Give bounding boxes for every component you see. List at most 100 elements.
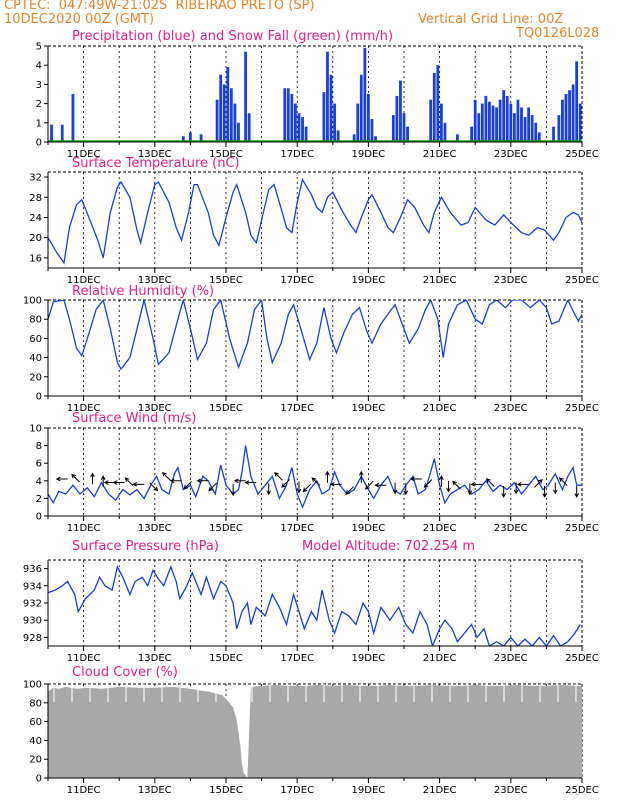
x-tick-label: 13DEC bbox=[138, 403, 172, 414]
precip-bar bbox=[571, 84, 575, 142]
y-tick-label: 930 bbox=[23, 616, 42, 627]
precip-bar bbox=[370, 118, 374, 142]
precip-bar bbox=[290, 94, 294, 142]
x-tick-label: 13DEC bbox=[138, 275, 172, 286]
cloud-area bbox=[48, 684, 582, 778]
precip-bar bbox=[575, 61, 579, 142]
precip-bar bbox=[527, 107, 530, 142]
y-tick-label: 0 bbox=[36, 774, 42, 785]
wind-arrow bbox=[274, 472, 283, 481]
wind-arrow bbox=[452, 480, 461, 490]
precip-bar bbox=[367, 94, 370, 142]
x-tick-label: 23DEC bbox=[494, 149, 528, 160]
wind-arrow bbox=[423, 479, 433, 488]
series-line bbox=[48, 445, 582, 509]
wind-arrow bbox=[439, 475, 444, 487]
header-grid-note: Vertical Grid Line: 00Z bbox=[418, 12, 564, 27]
y-tick-label: 16 bbox=[29, 253, 42, 264]
wind-arrow bbox=[516, 481, 529, 487]
precip-bar bbox=[50, 124, 53, 142]
y-tick-label: 32 bbox=[29, 173, 42, 184]
y-tick-label: 6 bbox=[36, 459, 42, 470]
y-tick-label: 1 bbox=[36, 118, 42, 129]
precip-bar bbox=[286, 88, 290, 142]
x-tick-label: 17DEC bbox=[280, 403, 314, 414]
y-tick-label: 934 bbox=[23, 581, 42, 592]
y-tick-label: 100 bbox=[23, 296, 42, 307]
precip-bar bbox=[60, 124, 64, 142]
wind-arrow bbox=[124, 477, 134, 486]
y-tick-label: 80 bbox=[29, 315, 42, 326]
x-tick-label: 23DEC bbox=[494, 653, 528, 664]
wind-arrow bbox=[230, 484, 236, 497]
y-tick-label: 100 bbox=[23, 680, 42, 691]
precip-bar bbox=[199, 134, 203, 142]
precip-bar bbox=[505, 95, 509, 142]
x-tick-label: 15DEC bbox=[209, 653, 243, 664]
y-tick-label: 20 bbox=[29, 755, 42, 766]
wind-arrow bbox=[112, 480, 125, 485]
panel-title: Surface Temperature (nC) bbox=[72, 156, 240, 171]
x-tick-label: 15DEC bbox=[209, 523, 243, 534]
x-tick-label: 11DEC bbox=[67, 275, 101, 286]
wind-arrow bbox=[345, 486, 354, 495]
precip-bar bbox=[395, 95, 399, 142]
x-tick-label: 25DEC bbox=[565, 653, 599, 664]
wind-arrow bbox=[392, 482, 398, 495]
precip-bar bbox=[181, 136, 185, 142]
precip-bar bbox=[557, 115, 561, 142]
y-tick-label: 4 bbox=[36, 476, 42, 487]
precip-bar bbox=[491, 105, 495, 142]
wind-arrow bbox=[513, 482, 519, 495]
x-tick-label: 15DEC bbox=[209, 785, 243, 796]
precip-bar bbox=[578, 103, 582, 142]
precip-bar bbox=[470, 126, 474, 142]
plot-area bbox=[48, 445, 582, 509]
x-tick-label: 21DEC bbox=[423, 403, 457, 414]
y-tick-label: 20 bbox=[29, 372, 42, 383]
precip-bar bbox=[534, 122, 538, 142]
wind-arrow bbox=[169, 478, 182, 484]
panel-title: Cloud Cover (%) bbox=[72, 665, 178, 680]
y-tick-label: 20 bbox=[29, 233, 42, 244]
precip-bar bbox=[552, 126, 555, 142]
y-tick-label: 0 bbox=[36, 392, 42, 403]
wind-arrow bbox=[329, 481, 342, 487]
wind-arrow bbox=[574, 486, 580, 498]
precip-bar bbox=[488, 101, 491, 142]
wind-arrow bbox=[374, 482, 387, 488]
y-tick-label: 2 bbox=[36, 99, 42, 110]
precip-bar bbox=[363, 47, 367, 142]
precip-bar bbox=[498, 99, 502, 142]
wind-arrow bbox=[244, 480, 257, 485]
x-tick-label: 17DEC bbox=[280, 149, 314, 160]
x-tick-label: 15DEC bbox=[209, 275, 243, 286]
precip-bar bbox=[374, 136, 377, 142]
precip-bar bbox=[530, 115, 534, 142]
y-tick-label: 60 bbox=[29, 334, 42, 345]
precip-bar bbox=[432, 72, 436, 142]
y-tick-label: 28 bbox=[29, 193, 42, 204]
panel-title: Surface Wind (m/s) bbox=[72, 411, 196, 426]
wind-arrow bbox=[132, 481, 145, 487]
wind-arrow bbox=[358, 470, 364, 483]
panel-title: Precipitation (blue) and Snow Fall (gree… bbox=[72, 29, 393, 44]
x-tick-label: 23DEC bbox=[494, 403, 528, 414]
x-tick-label: 17DEC bbox=[280, 785, 314, 796]
panel-temp: Surface Temperature (nC) 16 20 24 28 32 11DEC 1… bbox=[29, 156, 599, 286]
precip-bar bbox=[219, 74, 223, 142]
wind-arrow bbox=[501, 486, 507, 498]
precip-bar bbox=[247, 113, 251, 142]
x-tick-label: 11DEC bbox=[67, 653, 101, 664]
y-tick-label: 0 bbox=[36, 138, 42, 149]
x-tick-label: 25DEC bbox=[565, 403, 599, 414]
wind-arrow bbox=[409, 476, 422, 482]
precip-bar bbox=[495, 107, 498, 142]
series-line bbox=[48, 565, 581, 646]
precip-bar bbox=[71, 94, 75, 142]
x-tick-label: 13DEC bbox=[138, 523, 172, 534]
x-tick-label: 25DEC bbox=[565, 275, 599, 286]
y-tick-label: 60 bbox=[29, 717, 42, 728]
x-tick-label: 21DEC bbox=[423, 523, 457, 534]
